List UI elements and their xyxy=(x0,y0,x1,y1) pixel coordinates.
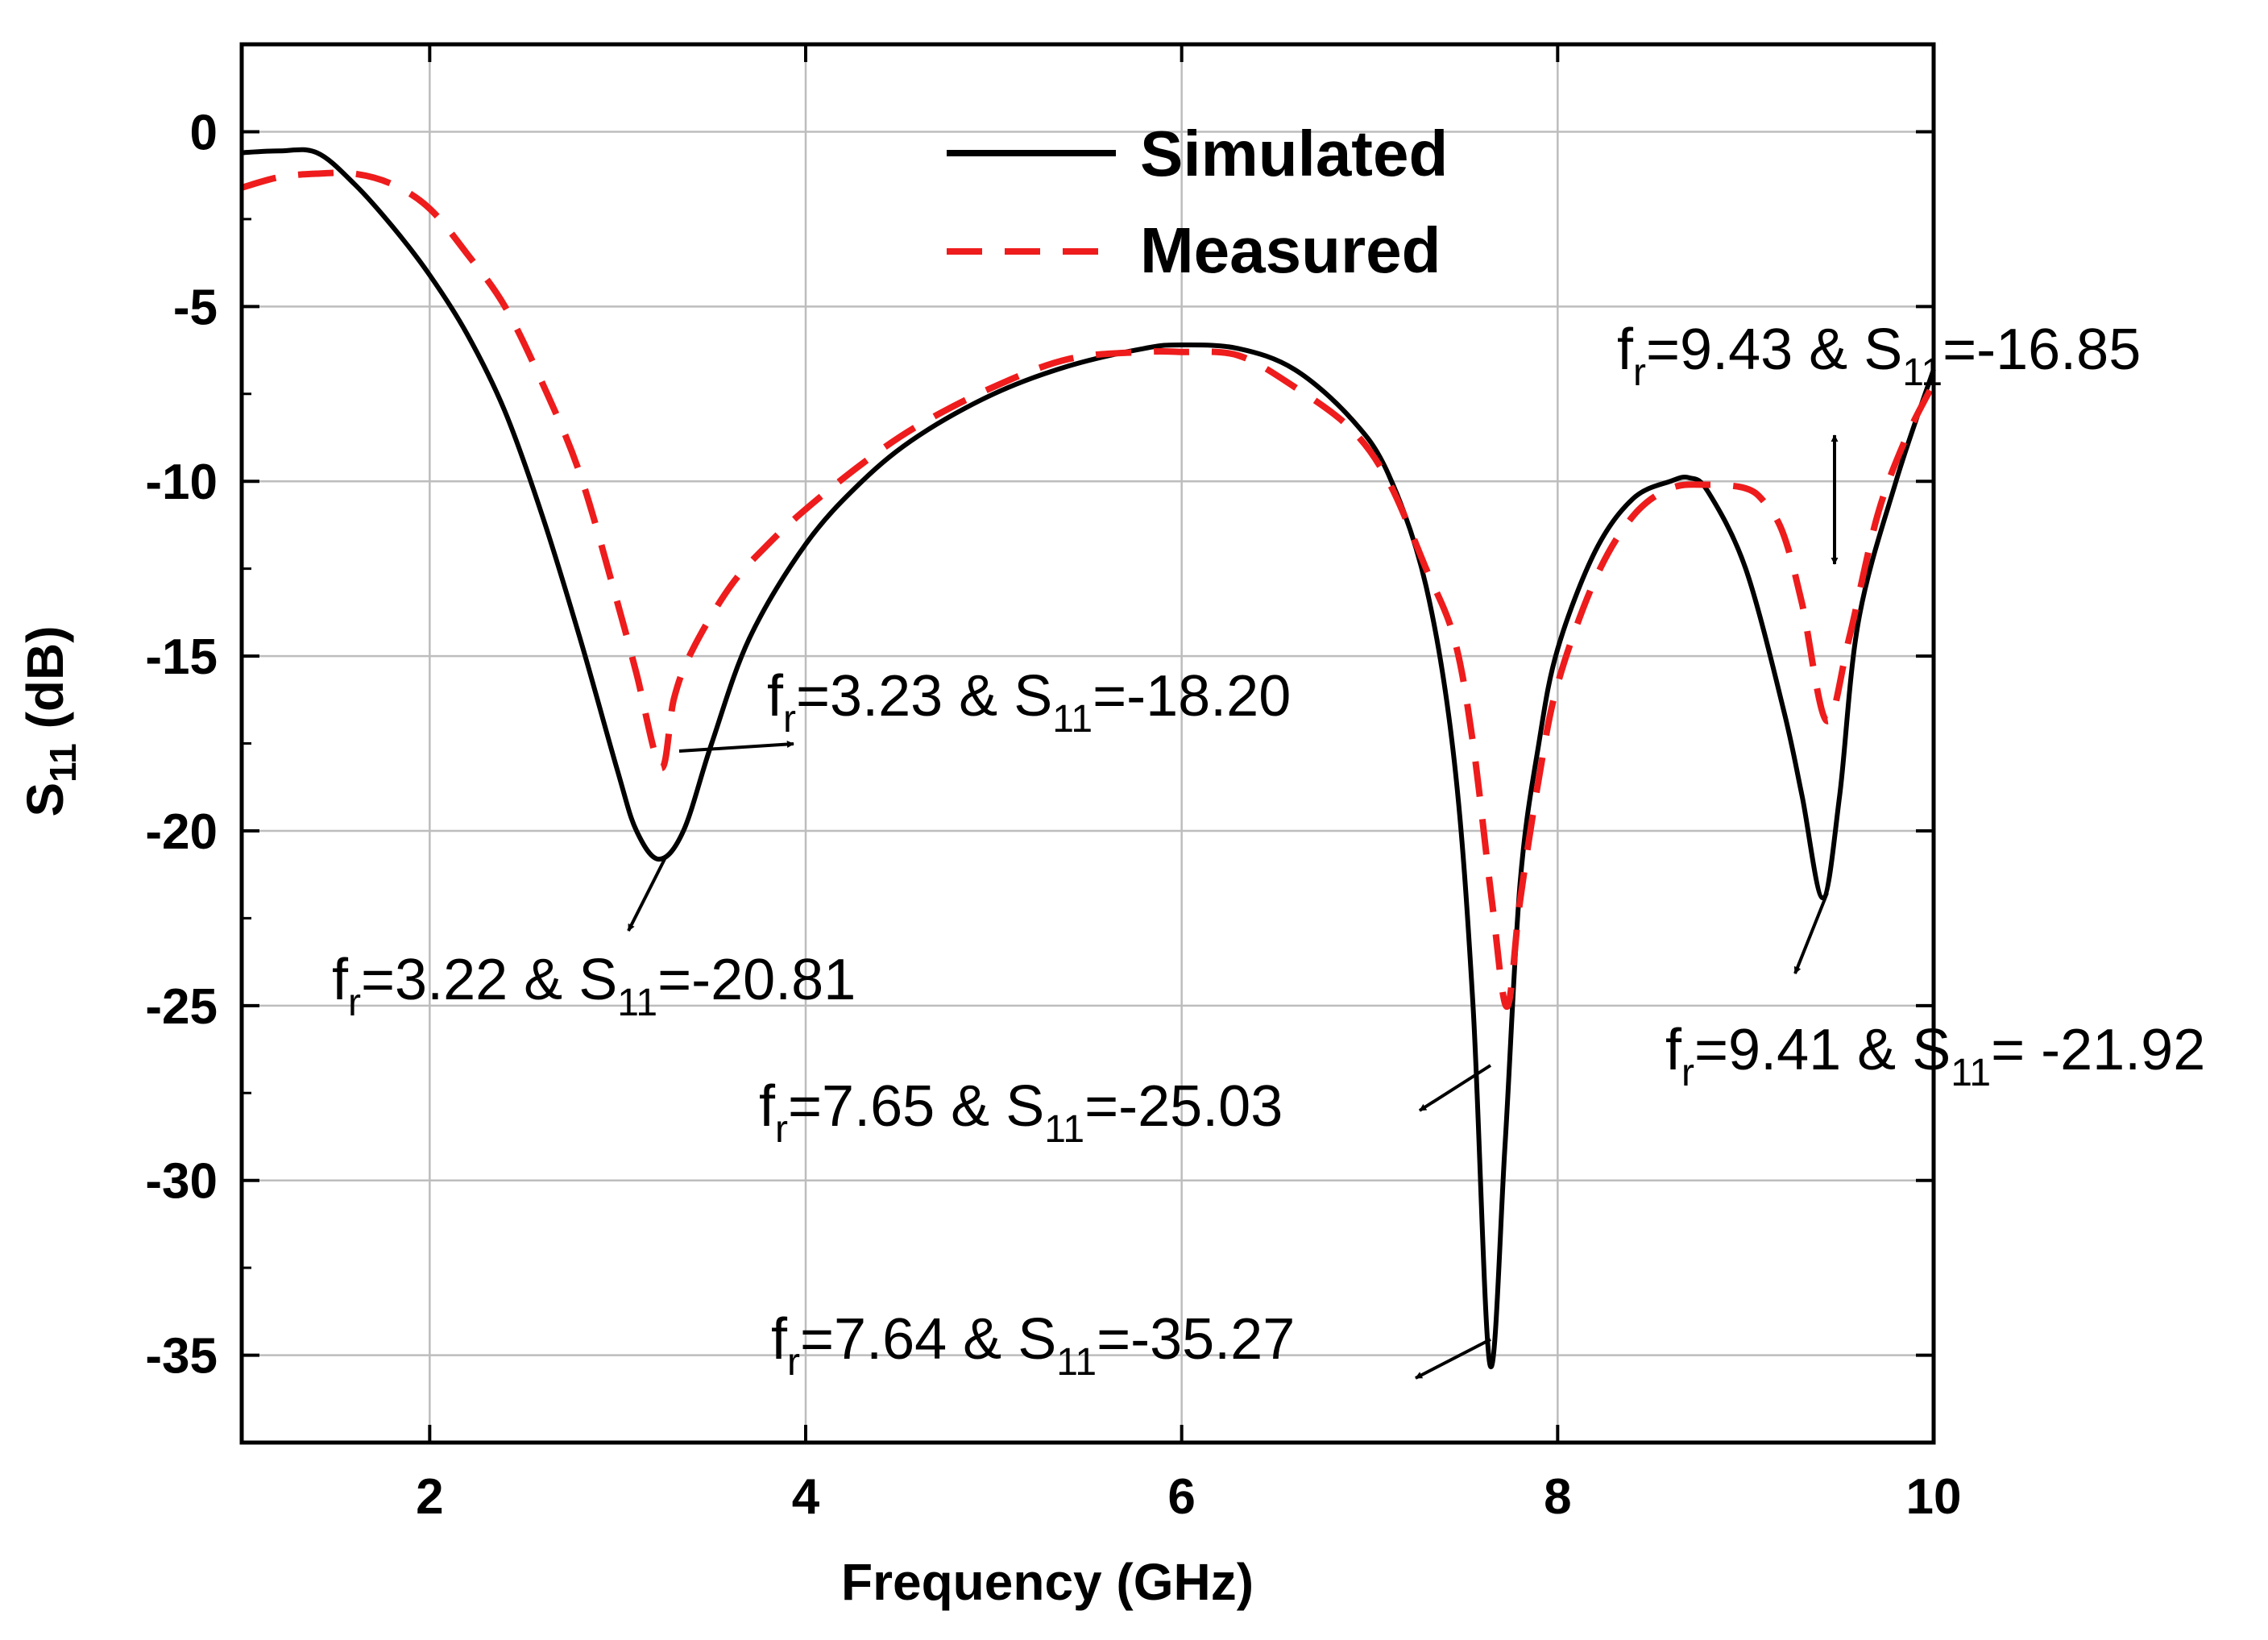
y-axis-title-subscript: 11 xyxy=(42,743,84,783)
grid-lines xyxy=(242,44,1934,1443)
annotation-6: fr=9.41 & S11= -21.92 xyxy=(1665,1018,2205,1094)
annotation-arrows xyxy=(627,434,1839,1380)
annotation-2: fr=3.22 & S11=-20.81 xyxy=(332,948,856,1024)
series-layer xyxy=(240,147,1937,1369)
y-tick-label--35: -35 xyxy=(145,1329,218,1385)
legend-label-measured: Measured xyxy=(1140,214,1441,286)
y-axis-title: S11 (dB) xyxy=(16,625,84,816)
x-tick-label-4: 4 xyxy=(792,1469,820,1525)
x-tick-label-2: 2 xyxy=(416,1469,443,1525)
annotation-3: fr=7.65 & S11=-25.03 xyxy=(759,1074,1283,1151)
y-tick-label--5: -5 xyxy=(173,280,218,335)
axis-ticks: 2 4 6 8 10 0 -5 -10 -15 -20 -25 -30 -35 xyxy=(145,43,1962,1525)
y-tick-label-0: 0 xyxy=(190,105,218,160)
y-tick-label--20: -20 xyxy=(145,804,218,860)
legend: Simulated Measured xyxy=(947,118,1448,286)
y-tick-label--25: -25 xyxy=(145,979,218,1035)
annotation-arrow-6 xyxy=(1793,892,1829,974)
annotation-arrow-4 xyxy=(1415,1338,1491,1380)
y-tick-label--10: -10 xyxy=(145,455,218,510)
legend-label-simulated: Simulated xyxy=(1140,118,1448,189)
annotation-arrow-1 xyxy=(678,741,794,753)
annotation-arrow-2 xyxy=(627,855,668,932)
annotation-5: fr=9.43 & S11=-16.85 xyxy=(1617,318,2141,394)
x-tick-label-6: 6 xyxy=(1167,1469,1195,1525)
y-tick-label--30: -30 xyxy=(145,1154,218,1210)
y-tick-label--15: -15 xyxy=(145,629,218,685)
x-tick-label-10: 10 xyxy=(1906,1469,1962,1525)
annotation-1: fr=3.23 & S11=-18.20 xyxy=(767,664,1291,741)
annotation-4: fr=7.64 & S11=-35.27 xyxy=(771,1307,1295,1384)
x-tick-label-8: 8 xyxy=(1544,1469,1571,1525)
annotations: fr=3.23 & S11=-18.20 fr=3.22 & S11=-20.8… xyxy=(332,318,2205,1384)
series-line-measured xyxy=(240,169,1937,1011)
x-axis-title: Frequency (GHz) xyxy=(841,1553,1254,1611)
annotation-arrow-3 xyxy=(1418,1064,1492,1112)
